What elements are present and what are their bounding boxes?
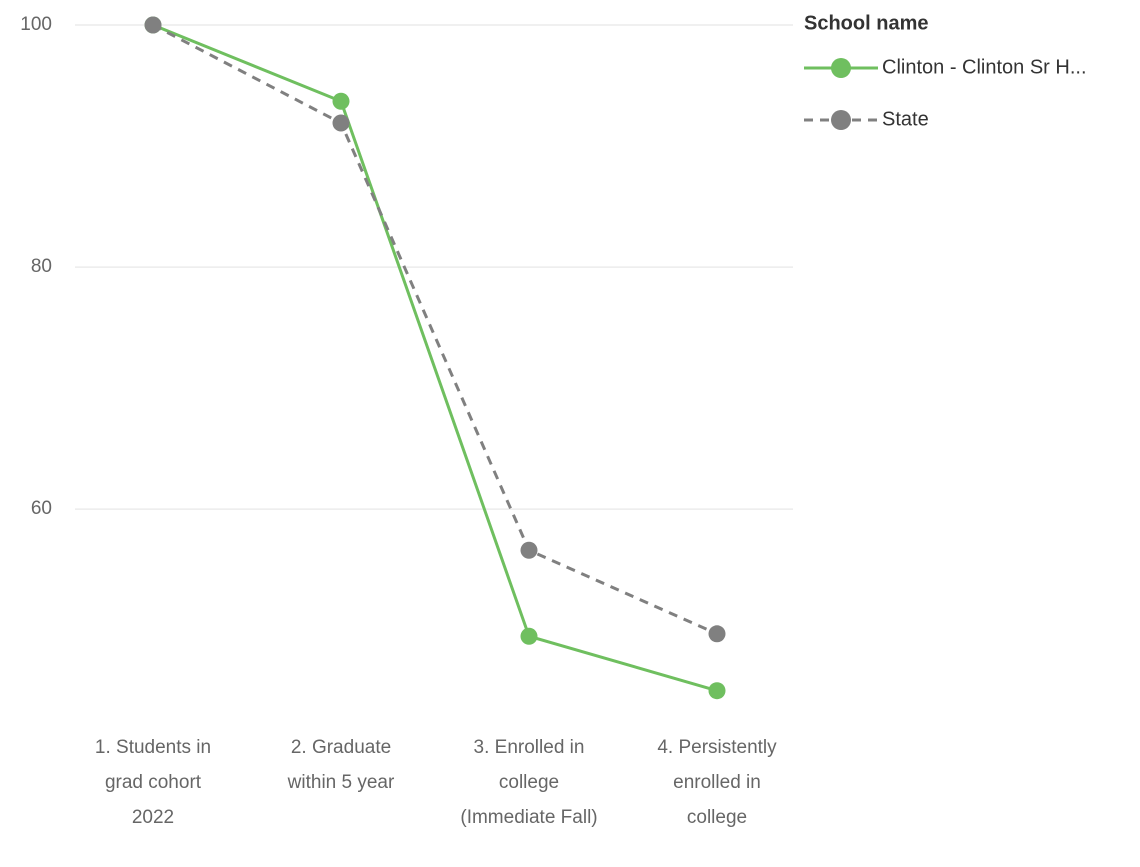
legend-title: School name — [804, 12, 928, 34]
data-point — [520, 627, 538, 645]
data-point — [332, 92, 350, 110]
data-point — [144, 16, 162, 34]
legend-label: Clinton - Clinton Sr H... — [882, 56, 1087, 78]
y-tick-label: 100 — [20, 14, 52, 35]
series-line — [152, 23, 718, 636]
legend-label: State — [882, 108, 929, 130]
x-tick-label: 1. Students in grad cohort 2022 — [94, 737, 212, 828]
x-tick-label: 4. Persistently enrolled in college — [657, 737, 777, 828]
y-tick-label: 80 — [31, 256, 52, 277]
data-point — [520, 541, 538, 559]
data-point — [708, 682, 726, 700]
series-line — [152, 23, 718, 693]
legend-marker — [831, 58, 851, 78]
x-tick-label: 2. Graduate within 5 year — [287, 737, 395, 793]
y-tick-label: 60 — [31, 498, 52, 519]
legend-marker — [831, 110, 851, 130]
x-tick-label: 3. Enrolled in college (Immediate Fall) — [460, 737, 598, 828]
data-point — [332, 114, 350, 132]
data-point — [708, 625, 726, 643]
